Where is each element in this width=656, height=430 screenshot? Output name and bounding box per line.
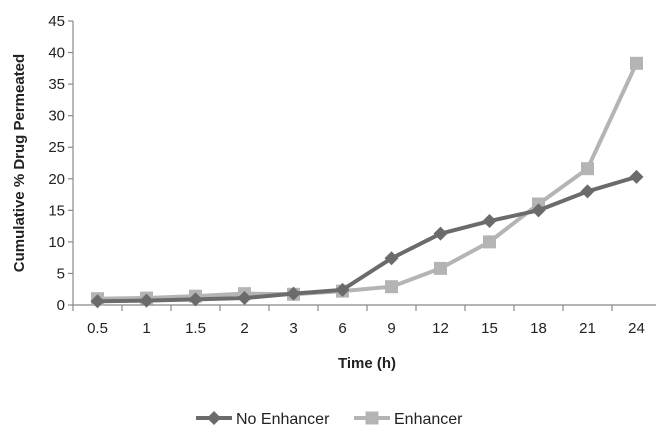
x-tick-label: 15 [481, 320, 498, 337]
x-tick-label: 1.5 [185, 320, 206, 337]
data-point-no-enhancer [629, 169, 644, 184]
data-point-no-enhancer [580, 184, 595, 199]
data-point-enhancer [630, 56, 643, 70]
x-tick-label: 18 [530, 320, 547, 337]
x-tick-label: 21 [579, 320, 596, 337]
legend-swatch-marker [365, 411, 379, 425]
x-axis: 0.5 1 1.5 2 3 6 9 12 15 18 21 24 [72, 304, 656, 337]
data-point-no-enhancer [237, 291, 252, 306]
legend-label: Enhancer [394, 411, 463, 428]
data-point-enhancer [385, 280, 398, 294]
data-point-enhancer [581, 162, 594, 176]
x-tick-label: 24 [628, 320, 645, 337]
data-point-no-enhancer [139, 293, 154, 308]
data-point-no-enhancer [531, 203, 546, 218]
series-enhancer [91, 56, 643, 306]
y-tick-label: 0 [57, 297, 65, 314]
x-tick-label: 1 [142, 320, 150, 337]
y-tick-label: 20 [48, 171, 65, 188]
data-point-no-enhancer [433, 226, 448, 241]
legend-label: No Enhancer [236, 411, 330, 428]
data-point-no-enhancer [90, 294, 105, 309]
data-point-enhancer [483, 235, 496, 249]
plot-series [90, 56, 644, 309]
y-tick-label: 15 [48, 202, 65, 219]
x-tick-label: 9 [387, 320, 395, 337]
data-point-enhancer [434, 261, 447, 275]
data-point-no-enhancer [188, 292, 203, 307]
data-point-no-enhancer [286, 286, 301, 301]
y-tick-label: 40 [48, 45, 65, 62]
x-tick-label: 3 [289, 320, 297, 337]
y-axis: 0 5 10 15 20 25 30 35 40 45 [48, 13, 74, 314]
data-point-no-enhancer [482, 214, 497, 229]
legend-item-no-enhancer: No Enhancer [196, 411, 330, 428]
data-point-no-enhancer [335, 282, 350, 297]
data-point-no-enhancer [384, 251, 399, 266]
series-line-enhancer [97, 62, 639, 301]
y-tick-label: 25 [48, 139, 65, 156]
y-tick-label: 30 [48, 108, 65, 125]
series-line-no-enhancer [97, 174, 638, 304]
x-tick-label: 0.5 [87, 320, 108, 337]
x-tick-label: 2 [240, 320, 248, 337]
x-tick-label: 12 [432, 320, 449, 337]
x-axis-title: Time (h) [338, 355, 396, 372]
x-tick-label: 6 [338, 320, 346, 337]
y-tick-label: 35 [48, 76, 65, 93]
legend-item-enhancer: Enhancer [354, 411, 463, 428]
y-axis-title: Cumulative % Drug Permeated [11, 54, 28, 272]
legend: No Enhancer Enhancer [196, 411, 463, 428]
y-tick-label: 10 [48, 234, 65, 251]
legend-swatch-marker [207, 411, 221, 425]
y-tick-label: 45 [48, 13, 65, 30]
y-tick-label: 5 [57, 265, 65, 282]
series-no-enhancer [90, 169, 644, 309]
